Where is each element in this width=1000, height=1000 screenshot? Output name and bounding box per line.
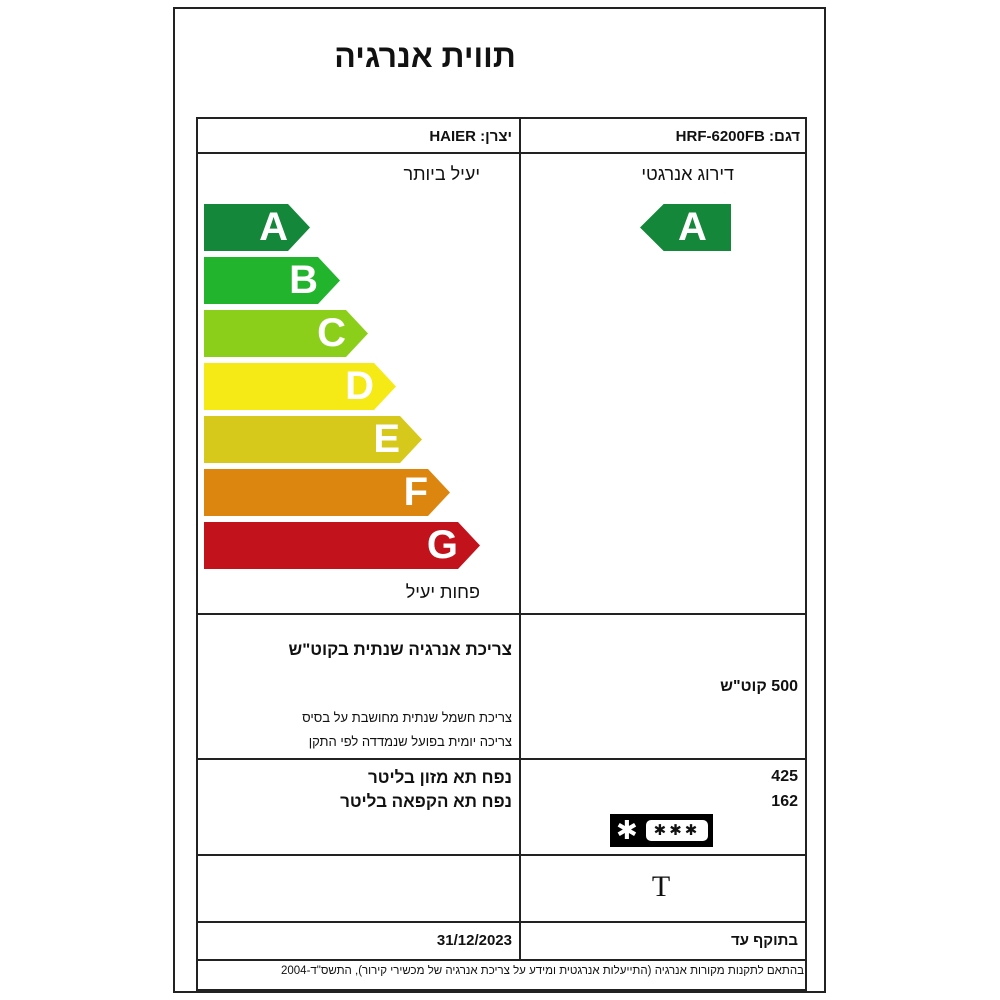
divider (196, 613, 807, 615)
divider (196, 152, 807, 154)
freezer-volume-value: 162 (771, 793, 798, 810)
divider (196, 854, 807, 856)
divider (196, 758, 807, 760)
energy-class-letter: F (403, 470, 428, 514)
manufacturer: יצרן: HAIER (429, 128, 512, 145)
climate-class: T (651, 870, 671, 903)
energy-class-letter: C (317, 311, 346, 355)
fresh-volume-label: נפח תא מזון בליטר (368, 768, 512, 787)
freezer-volume-label: נפח תא הקפאה בליטר (340, 792, 512, 811)
energy-class-letter: B (289, 258, 318, 302)
validity-label: בתוקף עד (731, 932, 798, 949)
energy-class-letter: E (373, 417, 400, 461)
consumption-note: צריכה יומית בפועל שנמדדה לפי התקן (308, 734, 512, 749)
energy-class-bar-c: C (204, 310, 368, 357)
label-border (173, 7, 826, 993)
energy-class-bar-a: A (204, 204, 310, 251)
scale-bottom-label: פחות יעיל (405, 582, 480, 602)
divider (196, 959, 807, 961)
energy-class-bar-g: G (204, 522, 480, 569)
energy-class-letter: G (426, 523, 458, 567)
column-divider (519, 117, 521, 960)
validity-date: 31/12/2023 (436, 932, 512, 949)
page-title: תווית אנרגיה (334, 38, 516, 74)
consumption-label: צריכת אנרגיה שנתית בקוט"ש (288, 640, 512, 659)
consumption-value: 500 קוט"ש (720, 678, 798, 695)
energy-class-bar-f: F (204, 469, 450, 516)
energy-class-letter: D (345, 364, 374, 408)
rating-label: דירוג אנרגטי (641, 164, 734, 184)
energy-class-letter: A (259, 205, 288, 249)
fresh-volume-value: 425 (771, 768, 798, 785)
model: דגם: HRF-6200FB (675, 128, 800, 145)
energy-class-bar-b: B (204, 257, 340, 304)
divider (196, 921, 807, 923)
scale-top-label: יעיל ביותר (403, 164, 480, 184)
consumption-note: צריכת חשמל שנתית מחושבת על בסיס (302, 710, 512, 725)
energy-class-bar-e: E (204, 416, 422, 463)
footer-note: בהתאם לתקנות מקורות אנרגיה (התייעלות אנר… (281, 965, 804, 977)
freezer-star-rating-icon: ✱ ✱✱✱ (610, 814, 713, 847)
energy-class-bar-d: D (204, 363, 396, 410)
rating-value: A (678, 205, 707, 249)
label-table (196, 117, 807, 991)
